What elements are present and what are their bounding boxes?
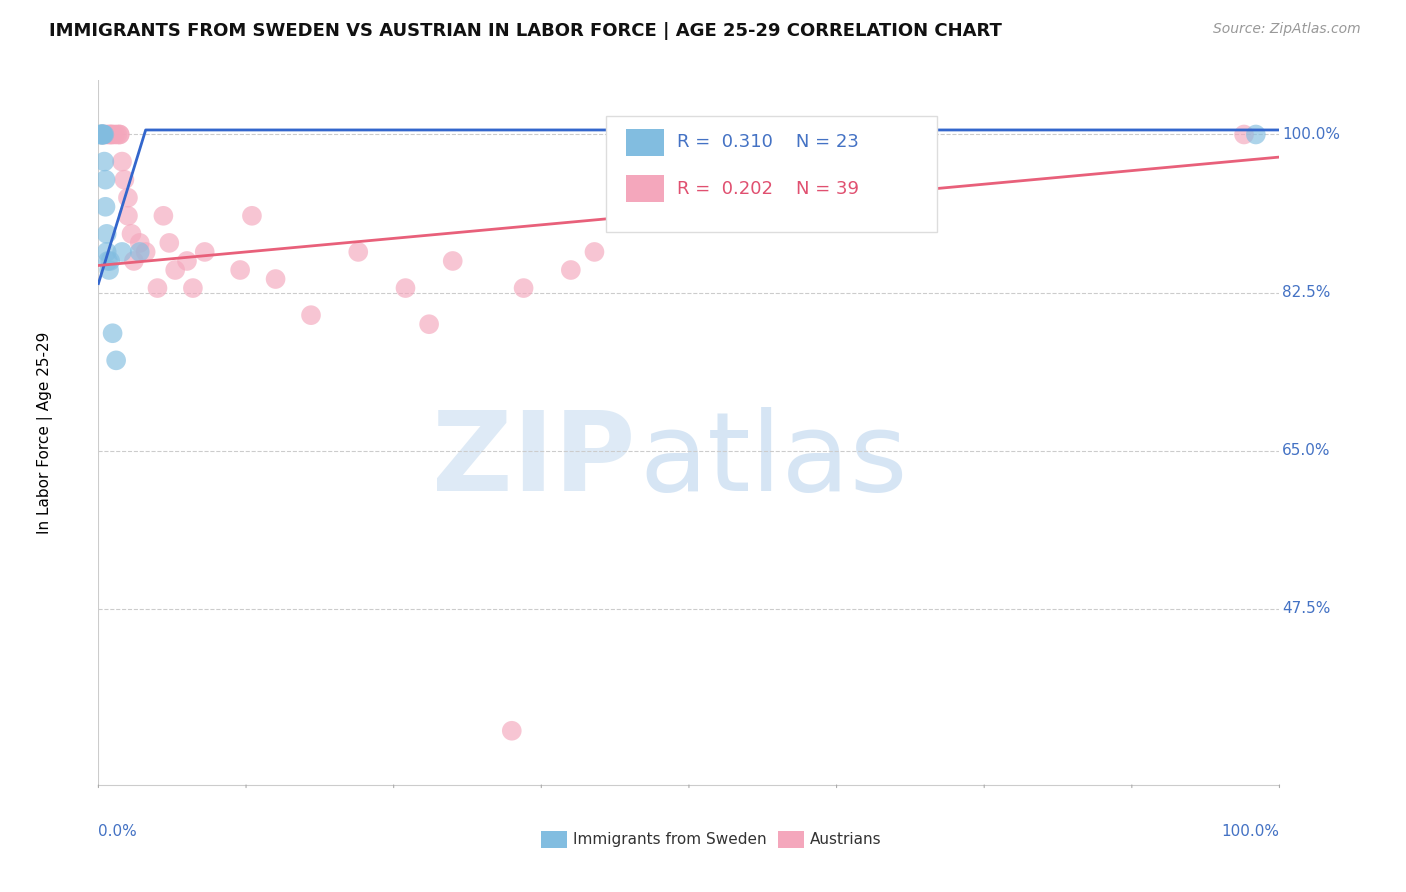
Point bbox=[96, 244, 118, 259]
Point bbox=[91, 128, 114, 142]
Point bbox=[347, 244, 370, 259]
Point bbox=[100, 128, 122, 142]
FancyBboxPatch shape bbox=[778, 830, 803, 848]
Point bbox=[194, 244, 217, 259]
Point bbox=[157, 235, 180, 250]
Point bbox=[165, 263, 187, 277]
Point bbox=[98, 263, 121, 277]
FancyBboxPatch shape bbox=[541, 830, 567, 848]
Text: 100.0%: 100.0% bbox=[1282, 127, 1340, 142]
Point bbox=[117, 209, 139, 223]
Point bbox=[240, 209, 263, 223]
Point bbox=[96, 227, 118, 241]
Point bbox=[93, 154, 115, 169]
Text: 100.0%: 100.0% bbox=[1222, 823, 1279, 838]
Point bbox=[96, 128, 118, 142]
Point bbox=[93, 128, 115, 142]
Point bbox=[441, 254, 464, 268]
Text: Immigrants from Sweden: Immigrants from Sweden bbox=[574, 831, 766, 847]
Point bbox=[122, 254, 145, 268]
Point bbox=[583, 244, 606, 259]
Point bbox=[91, 128, 114, 142]
Point bbox=[94, 200, 117, 214]
Point bbox=[91, 128, 114, 142]
Point bbox=[98, 254, 121, 268]
Point bbox=[181, 281, 204, 295]
Point bbox=[101, 128, 124, 142]
Point bbox=[94, 172, 117, 186]
Point bbox=[512, 281, 534, 295]
Point bbox=[98, 128, 121, 142]
Text: 47.5%: 47.5% bbox=[1282, 601, 1330, 616]
Point bbox=[97, 254, 120, 268]
Point bbox=[108, 128, 131, 142]
Point bbox=[91, 128, 114, 142]
Text: ZIP: ZIP bbox=[433, 408, 636, 515]
Point bbox=[112, 172, 135, 186]
Point bbox=[98, 128, 121, 142]
Point bbox=[105, 353, 128, 368]
Text: 0.0%: 0.0% bbox=[98, 823, 138, 838]
Point bbox=[108, 128, 131, 142]
Text: Austrians: Austrians bbox=[810, 831, 882, 847]
Point bbox=[111, 244, 134, 259]
FancyBboxPatch shape bbox=[626, 129, 664, 156]
Text: R =  0.310    N = 23: R = 0.310 N = 23 bbox=[678, 133, 859, 152]
Point bbox=[128, 244, 150, 259]
Text: atlas: atlas bbox=[640, 408, 908, 515]
Point bbox=[89, 128, 111, 142]
Point bbox=[117, 191, 139, 205]
Point bbox=[121, 227, 143, 241]
Point bbox=[104, 128, 127, 142]
Text: IMMIGRANTS FROM SWEDEN VS AUSTRIAN IN LABOR FORCE | AGE 25-29 CORRELATION CHART: IMMIGRANTS FROM SWEDEN VS AUSTRIAN IN LA… bbox=[49, 22, 1002, 40]
Point bbox=[418, 317, 440, 331]
Point bbox=[146, 281, 169, 295]
FancyBboxPatch shape bbox=[626, 176, 664, 202]
Point bbox=[90, 128, 112, 142]
Point bbox=[1244, 128, 1267, 142]
Point bbox=[560, 263, 582, 277]
Point bbox=[152, 209, 174, 223]
Point bbox=[299, 308, 322, 322]
Point bbox=[111, 154, 134, 169]
Point bbox=[128, 235, 150, 250]
Point bbox=[101, 326, 124, 341]
Text: Source: ZipAtlas.com: Source: ZipAtlas.com bbox=[1213, 22, 1361, 37]
Point bbox=[135, 244, 157, 259]
Point bbox=[264, 272, 287, 286]
Point bbox=[176, 254, 198, 268]
Point bbox=[91, 128, 114, 142]
Point bbox=[90, 128, 112, 142]
Point bbox=[105, 128, 128, 142]
Text: R =  0.202    N = 39: R = 0.202 N = 39 bbox=[678, 180, 859, 198]
Point bbox=[91, 128, 114, 142]
Point bbox=[93, 128, 115, 142]
Text: In Labor Force | Age 25-29: In Labor Force | Age 25-29 bbox=[38, 332, 53, 533]
Point bbox=[394, 281, 416, 295]
Text: 65.0%: 65.0% bbox=[1282, 443, 1330, 458]
Point bbox=[229, 263, 252, 277]
Point bbox=[1233, 128, 1256, 142]
Text: 82.5%: 82.5% bbox=[1282, 285, 1330, 300]
FancyBboxPatch shape bbox=[606, 116, 936, 232]
Point bbox=[501, 723, 523, 738]
Point bbox=[91, 128, 114, 142]
